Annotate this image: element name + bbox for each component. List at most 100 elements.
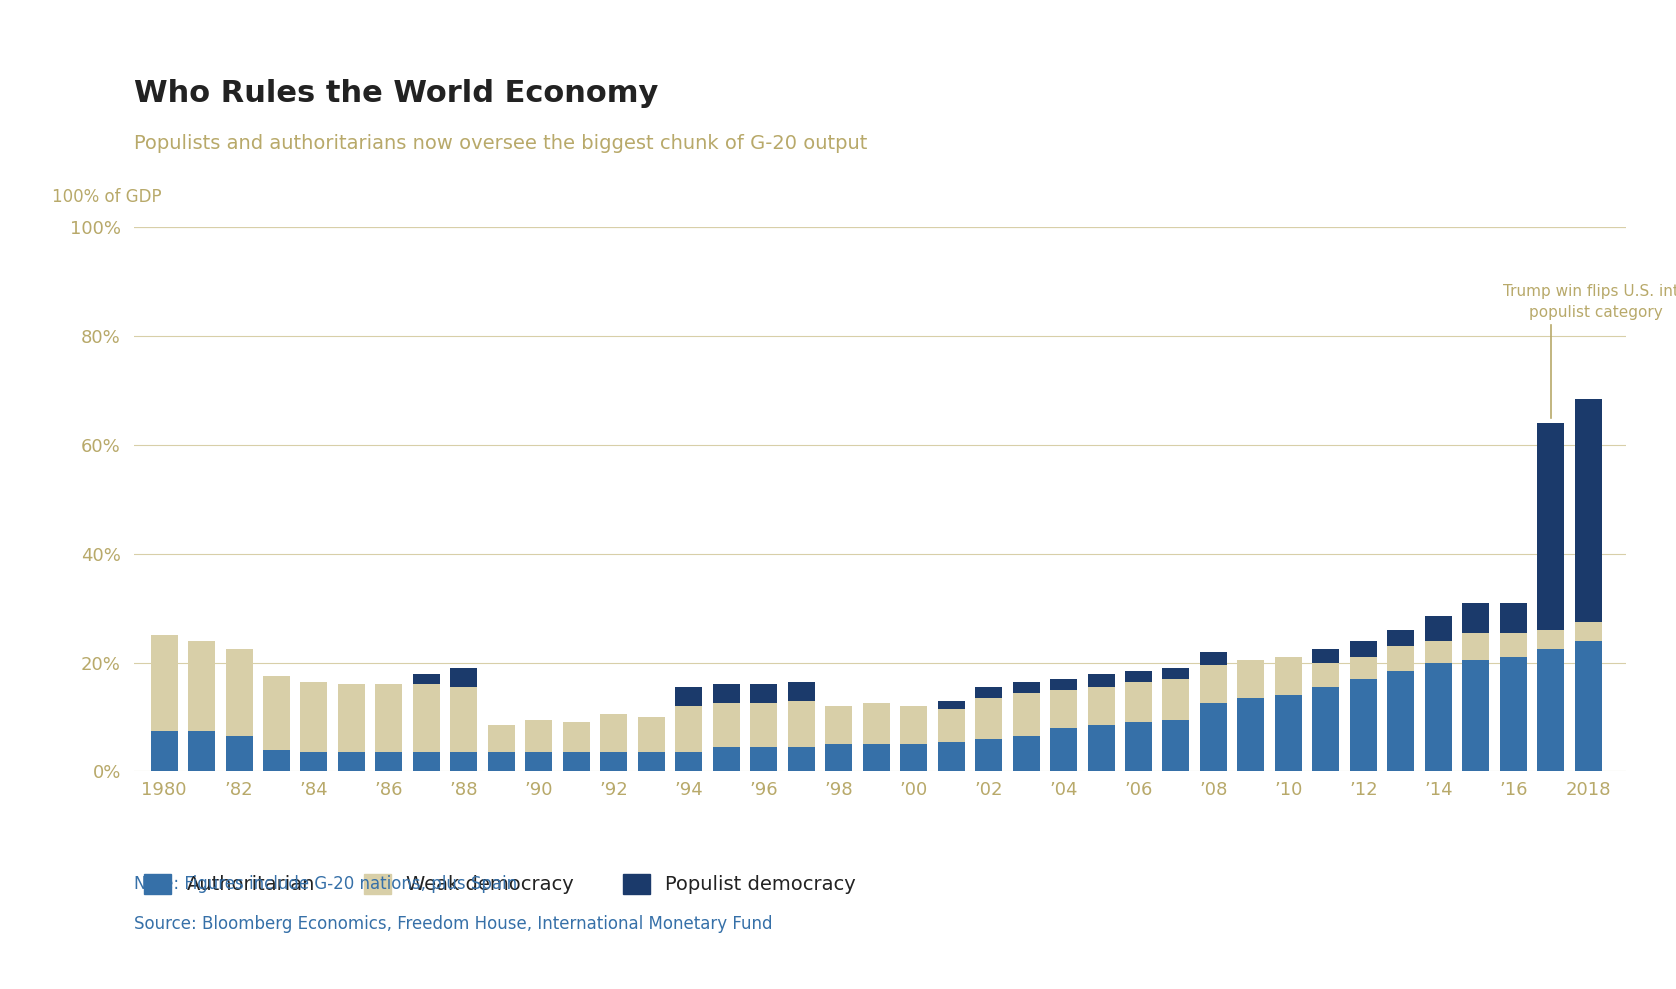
- Bar: [375, 753, 402, 771]
- Bar: [1012, 681, 1039, 692]
- Bar: [1051, 678, 1078, 690]
- Bar: [300, 681, 327, 753]
- Bar: [975, 687, 1002, 698]
- Bar: [1537, 423, 1564, 630]
- Bar: [1349, 678, 1378, 771]
- Bar: [1125, 681, 1151, 722]
- Bar: [1500, 657, 1527, 771]
- Bar: [263, 750, 290, 771]
- Bar: [1463, 633, 1490, 660]
- Bar: [1463, 660, 1490, 771]
- Bar: [339, 684, 365, 753]
- Bar: [1163, 669, 1190, 678]
- Bar: [712, 684, 739, 703]
- Bar: [451, 687, 478, 753]
- Bar: [151, 636, 178, 731]
- Bar: [1575, 622, 1602, 641]
- Bar: [863, 703, 890, 744]
- Bar: [1388, 647, 1415, 671]
- Legend: Authoritarian, Weak democracy, Populist democracy: Authoritarian, Weak democracy, Populist …: [144, 873, 856, 894]
- Text: Source: Bloomberg Economics, Freedom House, International Monetary Fund: Source: Bloomberg Economics, Freedom Hou…: [134, 915, 773, 933]
- Bar: [675, 687, 702, 706]
- Bar: [188, 731, 215, 771]
- Bar: [863, 744, 890, 771]
- Bar: [563, 722, 590, 753]
- Bar: [339, 753, 365, 771]
- Bar: [900, 744, 927, 771]
- Text: Note: Figures include G-20 nations, plus Spain: Note: Figures include G-20 nations, plus…: [134, 875, 518, 893]
- Bar: [1349, 657, 1378, 678]
- Text: Populists and authoritarians now oversee the biggest chunk of G-20 output: Populists and authoritarians now oversee…: [134, 134, 868, 152]
- Bar: [1500, 633, 1527, 657]
- Bar: [1163, 720, 1190, 771]
- Bar: [1088, 674, 1115, 687]
- Bar: [1425, 663, 1451, 771]
- Bar: [1275, 657, 1302, 695]
- Bar: [1537, 649, 1564, 771]
- Text: Trump win flips U.S. into
populist category: Trump win flips U.S. into populist categ…: [1503, 284, 1676, 320]
- Bar: [751, 703, 778, 747]
- Bar: [900, 706, 927, 744]
- Bar: [825, 744, 851, 771]
- Bar: [1575, 641, 1602, 771]
- Bar: [1088, 725, 1115, 771]
- Bar: [226, 649, 253, 736]
- Bar: [1463, 602, 1490, 633]
- Bar: [188, 641, 215, 731]
- Bar: [151, 731, 178, 771]
- Bar: [226, 736, 253, 771]
- Bar: [1125, 671, 1151, 681]
- Bar: [525, 720, 553, 753]
- Bar: [675, 706, 702, 753]
- Bar: [563, 753, 590, 771]
- Bar: [1312, 687, 1339, 771]
- Bar: [1275, 695, 1302, 771]
- Bar: [412, 753, 439, 771]
- Bar: [639, 717, 665, 753]
- Bar: [712, 747, 739, 771]
- Bar: [1349, 641, 1378, 657]
- Bar: [1012, 692, 1039, 736]
- Bar: [1312, 663, 1339, 687]
- Bar: [712, 703, 739, 747]
- Bar: [412, 684, 439, 753]
- Bar: [788, 747, 815, 771]
- Bar: [937, 700, 965, 709]
- Bar: [639, 753, 665, 771]
- Bar: [525, 753, 553, 771]
- Bar: [1237, 660, 1264, 698]
- Bar: [488, 725, 515, 753]
- Bar: [1425, 616, 1451, 641]
- Bar: [1575, 399, 1602, 622]
- Bar: [1388, 630, 1415, 647]
- Bar: [451, 753, 478, 771]
- Bar: [1200, 703, 1227, 771]
- Bar: [975, 698, 1002, 739]
- Text: 100% of GDP: 100% of GDP: [52, 188, 161, 206]
- Bar: [1012, 736, 1039, 771]
- Bar: [751, 747, 778, 771]
- Bar: [600, 714, 627, 753]
- Bar: [375, 684, 402, 753]
- Bar: [937, 742, 965, 771]
- Bar: [751, 684, 778, 703]
- Bar: [1200, 666, 1227, 703]
- Bar: [1312, 649, 1339, 663]
- Bar: [1125, 722, 1151, 771]
- Bar: [488, 753, 515, 771]
- Bar: [675, 753, 702, 771]
- Bar: [1537, 630, 1564, 649]
- Bar: [1200, 652, 1227, 666]
- Bar: [788, 681, 815, 700]
- Bar: [1088, 687, 1115, 725]
- Bar: [937, 709, 965, 742]
- Bar: [600, 753, 627, 771]
- Bar: [1237, 698, 1264, 771]
- Bar: [263, 676, 290, 750]
- Bar: [451, 669, 478, 687]
- Bar: [1051, 690, 1078, 728]
- Bar: [1388, 671, 1415, 771]
- Bar: [825, 706, 851, 744]
- Bar: [1425, 641, 1451, 663]
- Text: Who Rules the World Economy: Who Rules the World Economy: [134, 79, 659, 108]
